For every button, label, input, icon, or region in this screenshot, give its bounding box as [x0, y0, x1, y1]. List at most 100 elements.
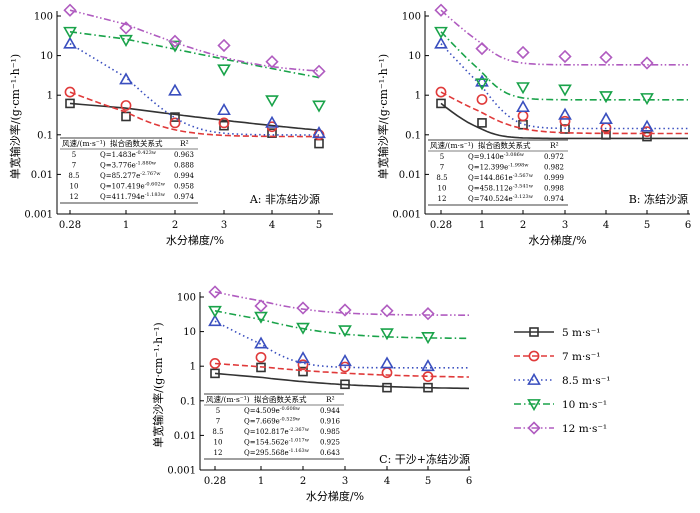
legend-item: 10 m·s⁻¹: [514, 399, 607, 412]
table-cell-formula: Q=3.776e-1.880w: [100, 161, 157, 170]
data-point: [380, 356, 394, 369]
data-point: [312, 100, 326, 113]
table-cell-r2: 0.974: [544, 195, 565, 203]
table-cell-formula: Q=7.669e-0.529w: [244, 417, 301, 426]
table-cell-speed: 8.5: [212, 428, 223, 436]
y-tick-label: 10: [40, 51, 53, 62]
legend: 5 m·s⁻¹ 7 m·s⁻¹ 8.5 m·s⁻¹ 10 m·s⁻¹ 12 m·s⁻¹: [514, 327, 610, 435]
table-cell-speed: 12: [70, 193, 79, 201]
data-point: [475, 41, 489, 56]
fit-table: 风速/(m·s⁻¹) 拟合函数关系式 R² 5 Q=4.509e-0.608w 0.944…: [204, 393, 344, 460]
data-point: [476, 94, 488, 105]
table-header-speed: 风速/(m·s⁻¹): [62, 139, 106, 148]
data-point: [64, 86, 76, 98]
data-point: [434, 26, 448, 39]
data-point: [296, 322, 310, 335]
table-cell-r2: 0.999: [544, 174, 564, 182]
data-point: [518, 119, 528, 130]
x-tick-label: 4: [269, 220, 275, 231]
table-cell-speed: 5: [72, 151, 76, 159]
fit-curve: [69, 91, 319, 138]
x-tick-label: 2: [172, 220, 178, 231]
table-cell-speed: 10: [70, 183, 79, 191]
table-cell-formula: Q=295.568e-1.163w: [244, 448, 310, 457]
table-cell-r2: 0.916: [320, 418, 341, 426]
x-tick-label: 5: [425, 476, 431, 487]
table-cell-formula: Q=4.509e-0.608w: [244, 406, 301, 415]
data-point: [208, 285, 222, 299]
legend-marker: [527, 399, 541, 412]
y-tick-label: 10: [408, 51, 421, 62]
y-tick-label: 0.1: [37, 130, 53, 141]
table-cell-speed: 12: [214, 449, 223, 457]
data-point: [170, 112, 180, 122]
x-tick-label: 2: [300, 476, 306, 487]
data-point: [642, 131, 652, 142]
data-point: [265, 95, 279, 108]
series-2: [435, 86, 688, 138]
x-tick-label: 0.28: [430, 220, 452, 231]
data-point: [601, 130, 611, 140]
data-point: [599, 50, 613, 65]
table-cell-r2: 0.958: [174, 183, 194, 191]
y-tick-label: 0.01: [174, 431, 196, 442]
data-point: [559, 115, 571, 127]
data-point: [217, 64, 231, 77]
data-point: [516, 45, 530, 60]
data-point: [254, 299, 268, 313]
table-cell-formula: Q=154.562e-1.017w: [244, 438, 310, 447]
legend-label: 5 m·s⁻¹: [562, 327, 600, 339]
data-point: [475, 78, 489, 91]
table-cell-formula: Q=144.861e-3.567w: [468, 173, 534, 182]
data-point: [208, 314, 222, 327]
x-tick-label: 2: [520, 220, 526, 231]
data-point: [296, 301, 310, 315]
series-4: [63, 26, 326, 113]
table-cell-r2: 0.982: [544, 164, 564, 172]
data-point: [312, 64, 326, 78]
y-tick-label: 0.1: [405, 130, 421, 141]
data-point: [477, 118, 487, 128]
data-point: [119, 72, 133, 85]
data-point: [599, 111, 613, 124]
data-point: [423, 382, 433, 393]
legend-item: 5 m·s⁻¹: [514, 327, 600, 339]
x-tick-label: 1: [123, 220, 129, 231]
panel-label: B: 冻结沙源: [629, 192, 688, 206]
table-cell-formula: Q=102.817e-2.367w: [244, 427, 310, 436]
legend-label: 12 m·s⁻¹: [562, 423, 607, 435]
data-point: [119, 34, 133, 47]
series-5: [63, 3, 326, 78]
series-2: [64, 86, 325, 141]
data-point: [435, 86, 447, 98]
data-point: [254, 336, 268, 349]
data-point: [168, 83, 182, 96]
data-point: [338, 325, 352, 338]
table-header-speed: 风速/(m·s⁻¹): [430, 141, 474, 150]
y-tick-label: 1: [47, 91, 53, 102]
fit-curve: [69, 31, 320, 79]
x-tick-label: 5: [316, 220, 322, 231]
data-point: [314, 138, 324, 149]
series-5: [208, 285, 469, 321]
data-point: [421, 359, 435, 372]
table-cell-r2: 0.888: [174, 162, 194, 170]
table-cell-formula: Q=12.399e-1.998w: [468, 163, 529, 172]
table-header-r2: R²: [550, 141, 559, 150]
table-header-speed: 风速/(m·s⁻¹): [206, 395, 250, 404]
data-point: [517, 110, 529, 122]
data-point: [599, 91, 613, 104]
y-tick-label: 100: [177, 293, 196, 304]
data-point: [436, 98, 446, 109]
data-point: [210, 368, 220, 379]
data-point: [640, 119, 654, 132]
data-point: [209, 358, 221, 369]
data-point: [217, 103, 231, 116]
fit-curve: [440, 102, 688, 140]
table-header-r2: R²: [180, 139, 189, 148]
table-cell-r2: 0.925: [320, 439, 340, 447]
panel-label: C: 干沙+冻结沙源: [379, 452, 470, 466]
